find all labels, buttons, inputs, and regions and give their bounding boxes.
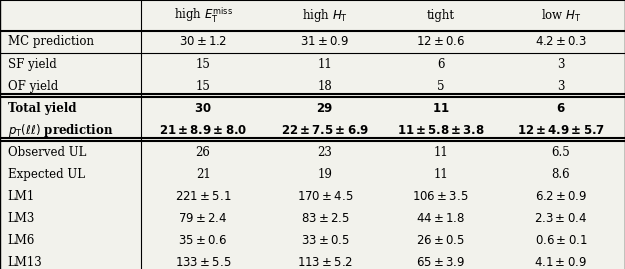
- Text: 3: 3: [558, 80, 565, 93]
- Text: $6.2 \pm 0.9$: $6.2 \pm 0.9$: [535, 190, 587, 203]
- Text: 15: 15: [196, 80, 211, 93]
- Text: 18: 18: [318, 80, 332, 93]
- Text: Total yield: Total yield: [8, 102, 76, 115]
- Text: $\mathbf{29}$: $\mathbf{29}$: [316, 102, 334, 115]
- Text: 21: 21: [196, 168, 211, 181]
- Text: $170 \pm 4.5$: $170 \pm 4.5$: [297, 190, 353, 203]
- Text: $\mathbf{6}$: $\mathbf{6}$: [556, 102, 566, 115]
- Text: MC prediction: MC prediction: [8, 36, 94, 48]
- Text: $\mathbf{11 \pm 5.8 \pm 3.8}$: $\mathbf{11 \pm 5.8 \pm 3.8}$: [397, 124, 484, 137]
- Text: $\mathbf{22 \pm 7.5 \pm 6.9}$: $\mathbf{22 \pm 7.5 \pm 6.9}$: [281, 124, 369, 137]
- Text: high $H_{\mathrm{T}}$: high $H_{\mathrm{T}}$: [302, 7, 348, 24]
- Text: LM6: LM6: [8, 234, 35, 247]
- Text: 23: 23: [318, 146, 332, 159]
- Text: $\mathbf{11}$: $\mathbf{11}$: [432, 102, 449, 115]
- Text: $106 \pm 3.5$: $106 \pm 3.5$: [412, 190, 469, 203]
- Text: 8.6: 8.6: [552, 168, 570, 181]
- Text: SF yield: SF yield: [8, 58, 56, 70]
- Text: 6: 6: [437, 58, 444, 70]
- Text: Expected UL: Expected UL: [8, 168, 84, 181]
- Text: high $E_{\mathrm{T}}^{\mathrm{miss}}$: high $E_{\mathrm{T}}^{\mathrm{miss}}$: [174, 6, 232, 25]
- Text: 15: 15: [196, 58, 211, 70]
- Text: $12 \pm 0.6$: $12 \pm 0.6$: [416, 36, 465, 48]
- Text: 11: 11: [433, 146, 448, 159]
- Text: $33 \pm 0.5$: $33 \pm 0.5$: [301, 234, 349, 247]
- Text: $79 \pm 2.4$: $79 \pm 2.4$: [178, 212, 228, 225]
- Text: $30 \pm 1.2$: $30 \pm 1.2$: [179, 36, 227, 48]
- Text: $4.2 \pm 0.3$: $4.2 \pm 0.3$: [535, 36, 587, 48]
- Text: 19: 19: [318, 168, 332, 181]
- Text: 11: 11: [433, 168, 448, 181]
- Text: $26 \pm 0.5$: $26 \pm 0.5$: [416, 234, 465, 247]
- Text: $\mathbf{21 \pm 8.9 \pm 8.0}$: $\mathbf{21 \pm 8.9 \pm 8.0}$: [159, 124, 248, 137]
- Text: 11: 11: [318, 58, 332, 70]
- Text: LM13: LM13: [8, 256, 43, 269]
- Text: $0.6 \pm 0.1$: $0.6 \pm 0.1$: [534, 234, 588, 247]
- Text: $35 \pm 0.6$: $35 \pm 0.6$: [179, 234, 227, 247]
- Text: $83 \pm 2.5$: $83 \pm 2.5$: [301, 212, 349, 225]
- Text: $p_{\mathrm{T}}(\ell\ell)$ prediction: $p_{\mathrm{T}}(\ell\ell)$ prediction: [8, 122, 113, 139]
- Text: $31 \pm 0.9$: $31 \pm 0.9$: [301, 36, 349, 48]
- Text: $65 \pm 3.9$: $65 \pm 3.9$: [416, 256, 465, 269]
- Text: $2.3 \pm 0.4$: $2.3 \pm 0.4$: [534, 212, 588, 225]
- Text: 26: 26: [196, 146, 211, 159]
- Text: $4.1 \pm 0.9$: $4.1 \pm 0.9$: [534, 256, 588, 269]
- Text: tight: tight: [427, 9, 454, 22]
- Text: OF yield: OF yield: [8, 80, 58, 93]
- Text: $\mathbf{30}$: $\mathbf{30}$: [194, 102, 212, 115]
- Text: $133 \pm 5.5$: $133 \pm 5.5$: [175, 256, 231, 269]
- Text: low $H_{\mathrm{T}}$: low $H_{\mathrm{T}}$: [541, 8, 581, 23]
- Text: 3: 3: [558, 58, 565, 70]
- Text: $221 \pm 5.1$: $221 \pm 5.1$: [175, 190, 231, 203]
- Text: Observed UL: Observed UL: [8, 146, 86, 159]
- Text: 5: 5: [437, 80, 444, 93]
- Text: LM3: LM3: [8, 212, 35, 225]
- Text: $\mathbf{12 \pm 4.9 \pm 5.7}$: $\mathbf{12 \pm 4.9 \pm 5.7}$: [517, 124, 605, 137]
- Text: $44 \pm 1.8$: $44 \pm 1.8$: [416, 212, 465, 225]
- Text: $113 \pm 5.2$: $113 \pm 5.2$: [297, 256, 353, 269]
- Text: 6.5: 6.5: [552, 146, 571, 159]
- Text: LM1: LM1: [8, 190, 35, 203]
